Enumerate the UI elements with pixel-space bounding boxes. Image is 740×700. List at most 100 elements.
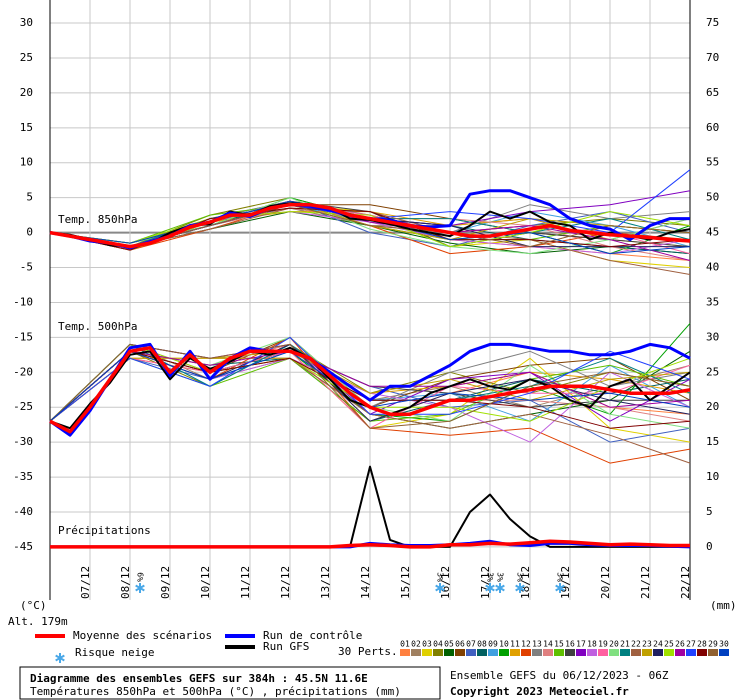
- perturbation-line: [49, 336, 691, 422]
- snow-risk-mark: [488, 586, 492, 590]
- legend-label: 20: [609, 640, 619, 649]
- info-box: [19, 666, 441, 700]
- perturbation-line: [49, 211, 691, 248]
- legend-label: 26: [675, 640, 685, 649]
- snow-risk-label: 3%: [496, 572, 505, 582]
- legend-label: 30 Perts.: [338, 645, 398, 658]
- y2-tick-label: 40: [706, 261, 719, 274]
- legend-label: 13: [532, 640, 542, 649]
- y-tick-label: -45: [13, 540, 33, 553]
- legend-label: 09: [488, 640, 498, 649]
- y2-tick-label: 30: [706, 330, 719, 343]
- snow-risk-mark: [518, 586, 522, 590]
- y-tick-label: 25: [20, 51, 33, 64]
- series-line: [49, 202, 691, 249]
- legend-swatch: [697, 649, 707, 656]
- legend-swatch: [565, 649, 575, 656]
- x-tick-label: 20/12: [599, 566, 612, 599]
- series-line: [49, 346, 691, 434]
- legend-swatch: [433, 649, 443, 656]
- snow-risk-mark: [498, 586, 502, 590]
- legend-swatch: [719, 649, 729, 656]
- legend-label: 17: [576, 640, 586, 649]
- y2-tick-label: 5: [706, 505, 713, 518]
- legend-label: Run de contrôle: [263, 629, 362, 642]
- x-tick-label: 18/12: [519, 566, 532, 599]
- y2-tick-label: 0: [706, 540, 713, 553]
- x-tick-label: 08/12: [119, 566, 132, 599]
- legend-swatch: [455, 649, 465, 656]
- legend-swatch: [488, 649, 498, 656]
- legend-label: 19: [598, 640, 608, 649]
- legend-label: 07: [466, 640, 476, 649]
- panel-label: Temp. 500hPa: [58, 320, 137, 333]
- legend-label: 03: [422, 640, 432, 649]
- y2-tick-label: 25: [706, 365, 719, 378]
- snow-risk-label: 3%: [486, 572, 495, 582]
- x-tick-label: 19/12: [559, 566, 572, 599]
- chart-subtitle: Températures 850hPa et 500hPa (°C) , pré…: [30, 685, 401, 698]
- y-tick-label: -15: [13, 330, 33, 343]
- y-tick-label: -40: [13, 505, 33, 518]
- y-tick-label: -10: [13, 295, 33, 308]
- legend-label: 21: [620, 640, 630, 649]
- perturbation-line: [49, 343, 691, 429]
- legend-label: 02: [411, 640, 421, 649]
- legend-swatch: [598, 649, 608, 656]
- x-tick-label: 13/12: [319, 566, 332, 599]
- legend-swatch: [466, 649, 476, 656]
- x-tick-label: 16/12: [439, 566, 452, 599]
- legend-label: 16: [565, 640, 575, 649]
- legend-swatch: [708, 649, 718, 656]
- legend-label: 27: [686, 640, 696, 649]
- legend-label: 28: [697, 640, 707, 649]
- legend-label: 22: [631, 640, 641, 649]
- legend-label: Run GFS: [263, 640, 309, 653]
- legend-label: Risque neige: [75, 646, 154, 659]
- y-tick-label: -35: [13, 470, 33, 483]
- legend-swatch: [664, 649, 674, 656]
- x-tick-label: 14/12: [359, 566, 372, 599]
- x-tick-label: 09/12: [159, 566, 172, 599]
- legend-label: 14: [543, 640, 553, 649]
- legend-swatch: [411, 649, 421, 656]
- x-tick-label: 15/12: [399, 566, 412, 599]
- snow-risk-mark: [138, 586, 142, 590]
- y-tick-label: 30: [20, 16, 33, 29]
- run-info: Ensemble GEFS du 06/12/2023 - 06Z: [450, 669, 669, 682]
- y2-tick-label: 10: [706, 470, 719, 483]
- legend-swatch: [642, 649, 652, 656]
- panel-label: Précipitations: [58, 524, 151, 537]
- legend-label: 29: [708, 640, 718, 649]
- legend-label: 05: [444, 640, 454, 649]
- snow-risk-mark: [558, 586, 562, 590]
- y-tick-label: -30: [13, 435, 33, 448]
- legend-label: 01: [400, 640, 410, 649]
- legend-label: 30: [719, 640, 729, 649]
- legend-swatch: [510, 649, 520, 656]
- panel-label: Temp. 850hPa: [58, 213, 137, 226]
- y2-tick-label: 50: [706, 191, 719, 204]
- y2-tick-label: 75: [706, 16, 719, 29]
- legend-swatch: [587, 649, 597, 656]
- legend-swatch: [532, 649, 542, 656]
- legend-swatch: [444, 649, 454, 656]
- legend-label: 11: [510, 640, 520, 649]
- legend-label: Moyenne des scénarios: [73, 629, 212, 642]
- legend-label: 25: [664, 640, 674, 649]
- snow-risk-mark: [438, 586, 442, 590]
- legend-label: 10: [499, 640, 509, 649]
- y2-tick-label: 35: [706, 295, 719, 308]
- y-tick-label: 20: [20, 86, 33, 99]
- legend-label: 04: [433, 640, 443, 649]
- snow-risk-label: 6%: [136, 572, 145, 582]
- y-tick-label: -20: [13, 365, 33, 378]
- legend-swatch: [499, 649, 509, 656]
- copyright: Copyright 2023 Meteociel.fr: [450, 685, 629, 698]
- y-tick-label: 0: [26, 226, 33, 239]
- y2-unit: (mm): [710, 599, 737, 612]
- legend-swatch: [686, 649, 696, 656]
- snow-icon: [55, 654, 65, 662]
- legend-label: 08: [477, 640, 487, 649]
